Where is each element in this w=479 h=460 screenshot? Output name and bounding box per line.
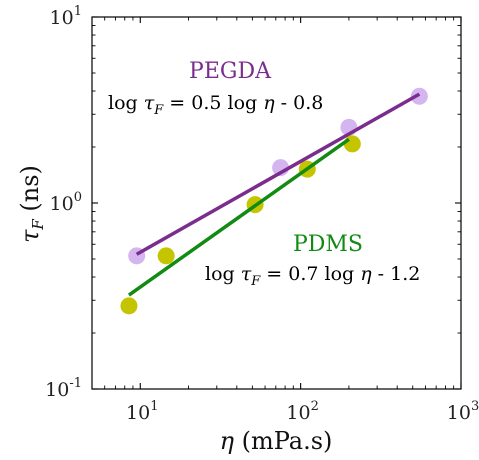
pegda-equation: log τF = 0.5 log η - 0.8 [108,92,323,118]
y-tick-label: 100 [50,190,82,215]
plot-frame [91,16,462,390]
pdms-equation: log τF = 0.7 log η - 1.2 [205,263,420,289]
data-marks [120,87,428,315]
pdms-data-point [343,135,361,153]
axis-ticks: 101 102 103 10-1 100 101 [45,4,479,424]
pdms-data-point [157,247,175,265]
x-tick-label: 102 [286,399,318,424]
pegda-data-point [410,87,428,105]
pegda-label: PEGDA [189,59,272,84]
y-axis-label: τF (ns) [16,165,47,243]
pdms-data-point [120,297,138,315]
pegda-fit-line [135,92,421,256]
pdms-label: PDMS [293,232,363,257]
pdms-fit-line [127,137,350,297]
y-tick-label: 10-1 [45,376,82,401]
y-tick-label: 101 [50,4,82,29]
x-tick-label: 103 [447,399,479,424]
x-tick-label: 101 [126,399,158,424]
x-axis-label: η (mPa.s) [220,427,333,455]
annotations: PEGDA log τF = 0.5 log η - 0.8 PDMS log τF … [108,59,420,289]
